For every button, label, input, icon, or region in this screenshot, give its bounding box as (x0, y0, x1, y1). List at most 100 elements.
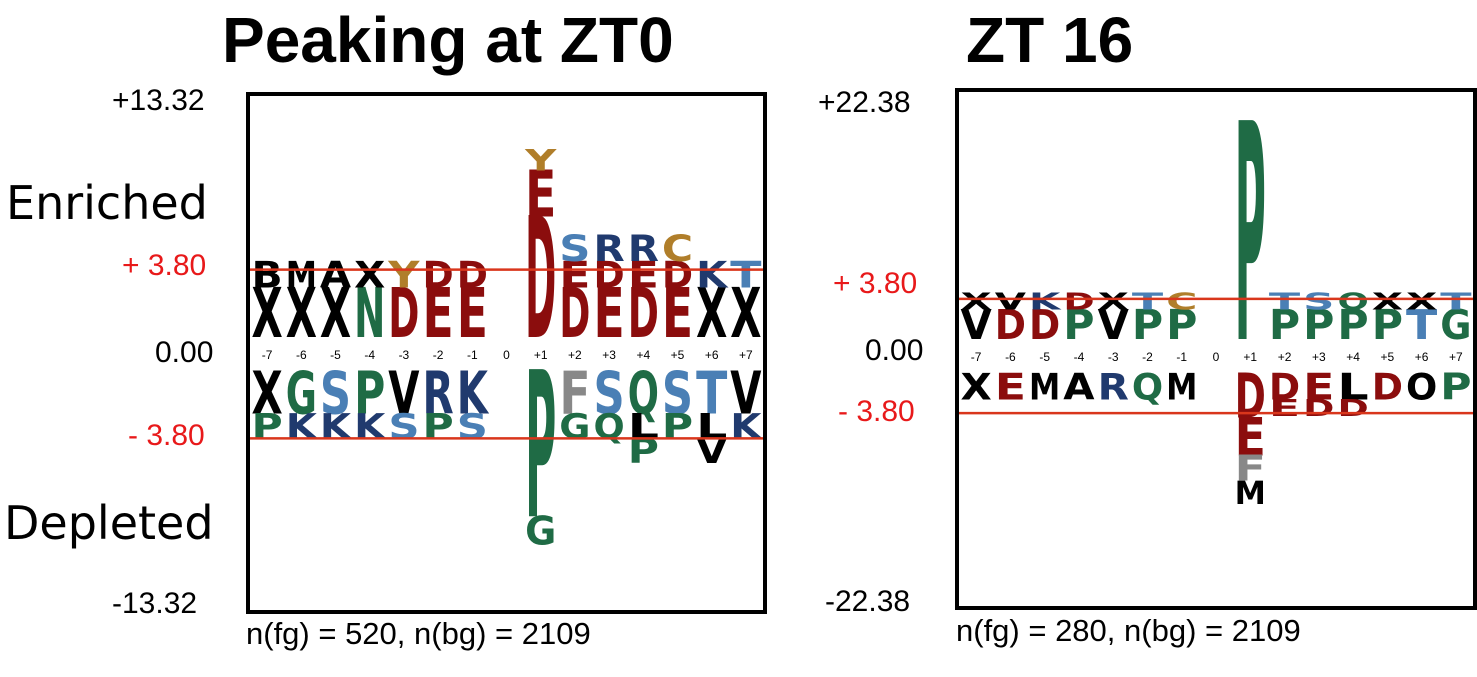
depleted-label: Depleted (4, 496, 214, 550)
logo-letter: S (594, 358, 625, 427)
position-tick-label: -6 (296, 348, 307, 362)
enriched-label: Enriched (6, 176, 208, 230)
position-tick-label: +6 (705, 348, 719, 362)
logo-letter: S (388, 406, 419, 447)
logo-letter: P (1440, 366, 1471, 409)
logo-letter: V (730, 358, 761, 427)
logo-letter: E (995, 366, 1026, 409)
position-tick-label: -1 (467, 348, 478, 362)
position-tick-label: +7 (1449, 350, 1463, 364)
position-tick-label: -2 (1142, 350, 1153, 364)
logo-letter: P (423, 406, 454, 447)
position-tick-label: +5 (671, 348, 685, 362)
position-tick-label: +4 (636, 348, 650, 362)
position-tick-label: -4 (1074, 350, 1085, 364)
right-title: ZT 16 (966, 4, 1134, 76)
logo-letter: X (1098, 288, 1129, 315)
position-tick-label: -3 (399, 348, 410, 362)
logo-letter: F (1235, 448, 1266, 489)
logo-letter: E (1235, 408, 1266, 469)
logo-letter: D (594, 254, 625, 297)
logo-letter: V (1098, 301, 1130, 350)
logo-letter: S (1303, 288, 1334, 315)
logo-letter: L (1337, 366, 1368, 409)
logo-letter: D (995, 301, 1026, 350)
logo-letter: D (1372, 366, 1403, 409)
logo-letter: T (1406, 301, 1438, 350)
logo-letter: D (457, 254, 488, 297)
logo-letter: M (1029, 366, 1060, 409)
position-tick-label: +7 (739, 348, 753, 362)
logo-letter: M (1235, 474, 1266, 512)
logo-letter: D (628, 275, 659, 354)
right-caption: n(fg) = 280, n(bg) = 2109 (956, 613, 1301, 648)
logo-letter: S (320, 358, 351, 427)
logo-letter: Q (628, 358, 659, 427)
logo-letter: A (1063, 366, 1095, 409)
right-y-bottom: -22.38 (825, 585, 911, 618)
logo-letter: T (696, 358, 728, 427)
logo-letter: P (1132, 301, 1163, 350)
logo-letter: V (961, 301, 993, 350)
logo-letter: R (1098, 366, 1129, 409)
logo-letter: K (286, 406, 319, 447)
logo-letter: M (286, 254, 317, 297)
left-thr-neg: - 3.80 (128, 419, 205, 452)
logo-letter: T (1440, 288, 1472, 315)
logo-letter: E (1303, 366, 1334, 409)
logo-letter: Y (387, 254, 421, 297)
logo-letter: Y (524, 144, 557, 178)
logo-letter: P (1269, 301, 1300, 350)
logo-letter: X (1372, 288, 1403, 315)
position-tick-label: +1 (1243, 350, 1257, 364)
left-logo-plot: -7 -6 -5 -4 -3 -2 -1 0 +1 +2 +3 +4 +5 +6 +7XB XM XA NX DY E… (250, 144, 763, 565)
logo-letter: X (354, 254, 385, 297)
logo-letter: M (1166, 366, 1197, 409)
logo-letter: F (559, 358, 590, 427)
right-thr-pos: + 3.80 (833, 267, 918, 300)
logo-letter: S (662, 358, 693, 427)
position-tick-label: -7 (971, 350, 982, 364)
logo-letter: T (1132, 288, 1164, 315)
logo-letter: P (252, 406, 283, 447)
logo-letter: X (730, 275, 761, 354)
logo-letter: P (525, 330, 556, 564)
right-y-top: +22.38 (818, 86, 911, 119)
position-tick-label: +2 (1278, 350, 1292, 364)
logo-letter: G (286, 358, 317, 427)
logo-letter: X (286, 275, 317, 354)
logo-letter: Q (594, 406, 625, 447)
logo-letter: K (457, 358, 490, 427)
position-tick-label: 0 (503, 348, 510, 362)
logo-letter: S (559, 227, 590, 270)
position-tick-label: -2 (433, 348, 444, 362)
logo-letter: T (730, 254, 762, 297)
logo-letter: V (696, 431, 727, 472)
logo-letter: X (252, 275, 283, 354)
logo-letter: A (320, 254, 351, 297)
logo-letter: P (1235, 92, 1266, 410)
logo-letter: K (320, 406, 353, 447)
logo-letter: P (354, 358, 385, 427)
position-tick-label: -3 (1108, 350, 1119, 364)
position-tick-label: +3 (602, 348, 616, 362)
logo-letter: S (457, 406, 488, 447)
right-y-zero: 0.00 (865, 334, 924, 367)
position-tick-label: -7 (262, 348, 273, 362)
logo-letter: D (1063, 288, 1094, 315)
logo-letter: X (696, 275, 727, 354)
position-tick-label: -6 (1005, 350, 1016, 364)
left-y-zero: 0.00 (155, 336, 214, 369)
logo-letter: D (525, 182, 556, 377)
logo-letter: O (1406, 366, 1437, 409)
logo-letter: D (1337, 395, 1368, 422)
logo-letter: P (1063, 301, 1094, 350)
logo-letter: D (388, 275, 419, 354)
logo-letter: X (1406, 288, 1437, 315)
left-logo-frame: -7 -6 -5 -4 -3 -2 -1 0 +1 +2 +3 +4 +5 +6 +7 X B X M X A N X D Y E… (246, 92, 767, 614)
logo-letter: D (1269, 366, 1300, 409)
position-tick-label: -1 (1176, 350, 1187, 364)
logo-letter: P (1303, 301, 1334, 350)
left-y-top: +13.32 (112, 84, 205, 117)
logo-letter: E (594, 275, 625, 354)
